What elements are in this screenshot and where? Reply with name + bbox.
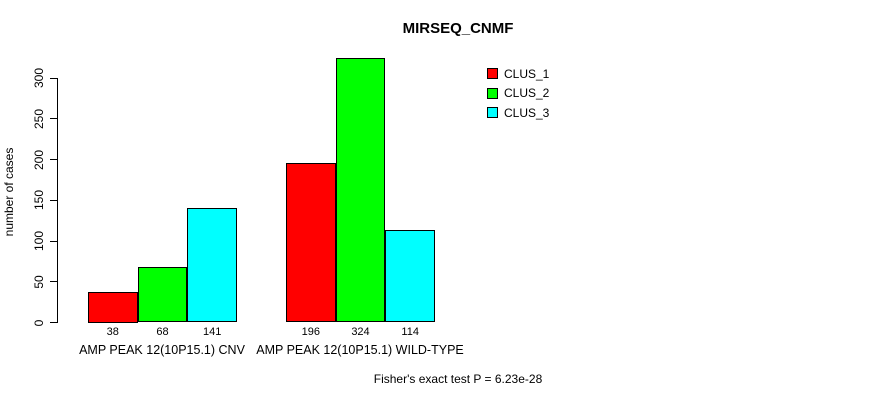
y-axis-tick-label: 250	[32, 108, 46, 129]
y-axis-tick-label: 0	[32, 319, 46, 326]
y-axis-tick	[50, 159, 57, 160]
legend-label-clus-3: CLUS_3	[504, 105, 550, 120]
bar-value-label: 114	[401, 326, 419, 338]
bar-group1-clus_1	[88, 291, 138, 323]
y-axis-tick	[50, 322, 57, 323]
y-axis-title: number of cases	[2, 147, 16, 237]
bar-value-label: 324	[351, 326, 370, 338]
y-axis-tick-label: 150	[32, 190, 46, 211]
y-axis-tick	[50, 240, 57, 242]
y-axis-tick-label: 100	[32, 230, 46, 252]
legend-item-clus-1: CLUS_1	[487, 64, 549, 84]
category-label-wild-type: AMP PEAK 12(10P15.1) WILD-TYPE	[256, 343, 464, 357]
legend-item-clus-3: CLUS_3	[487, 103, 549, 123]
legend: CLUS_1 CLUS_2 CLUS_3	[487, 64, 549, 123]
bar-value-label: 141	[203, 326, 222, 338]
legend-item-clus-2: CLUS_2	[487, 84, 549, 104]
y-axis-tick-label: 300	[32, 67, 46, 89]
legend-label-clus-1: CLUS_1	[504, 66, 550, 81]
y-axis-tick	[50, 199, 57, 201]
fisher-test-annotation: Fisher's exact test P = 6.23e-28	[373, 372, 543, 386]
legend-swatch-clus-2-icon	[487, 87, 498, 99]
bar-value-label: 196	[301, 326, 320, 338]
y-axis-line	[57, 78, 58, 323]
y-axis-tick	[50, 281, 57, 283]
bar-group1-clus_3	[187, 207, 237, 323]
y-axis-tick-label: 200	[32, 149, 46, 170]
bar-group1-clus_2	[137, 267, 188, 323]
bar-group2-clus_3	[385, 229, 435, 323]
legend-swatch-clus-3-icon	[487, 107, 498, 119]
chart-title: MIRSEQ_CNMF	[402, 20, 514, 37]
y-axis-tick-label: 50	[32, 275, 46, 289]
legend-label-clus-2: CLUS_2	[504, 86, 550, 101]
bar-value-label: 68	[156, 326, 169, 338]
bar-group2-clus_2	[335, 58, 386, 323]
bar-value-label: 38	[106, 326, 119, 338]
y-axis-tick	[50, 77, 57, 79]
legend-swatch-clus-1-icon	[487, 68, 498, 80]
bar-group2-clus_1	[286, 162, 336, 323]
y-axis-tick	[50, 118, 57, 120]
category-label-cnv: AMP PEAK 12(10P15.1) CNV	[79, 343, 245, 357]
